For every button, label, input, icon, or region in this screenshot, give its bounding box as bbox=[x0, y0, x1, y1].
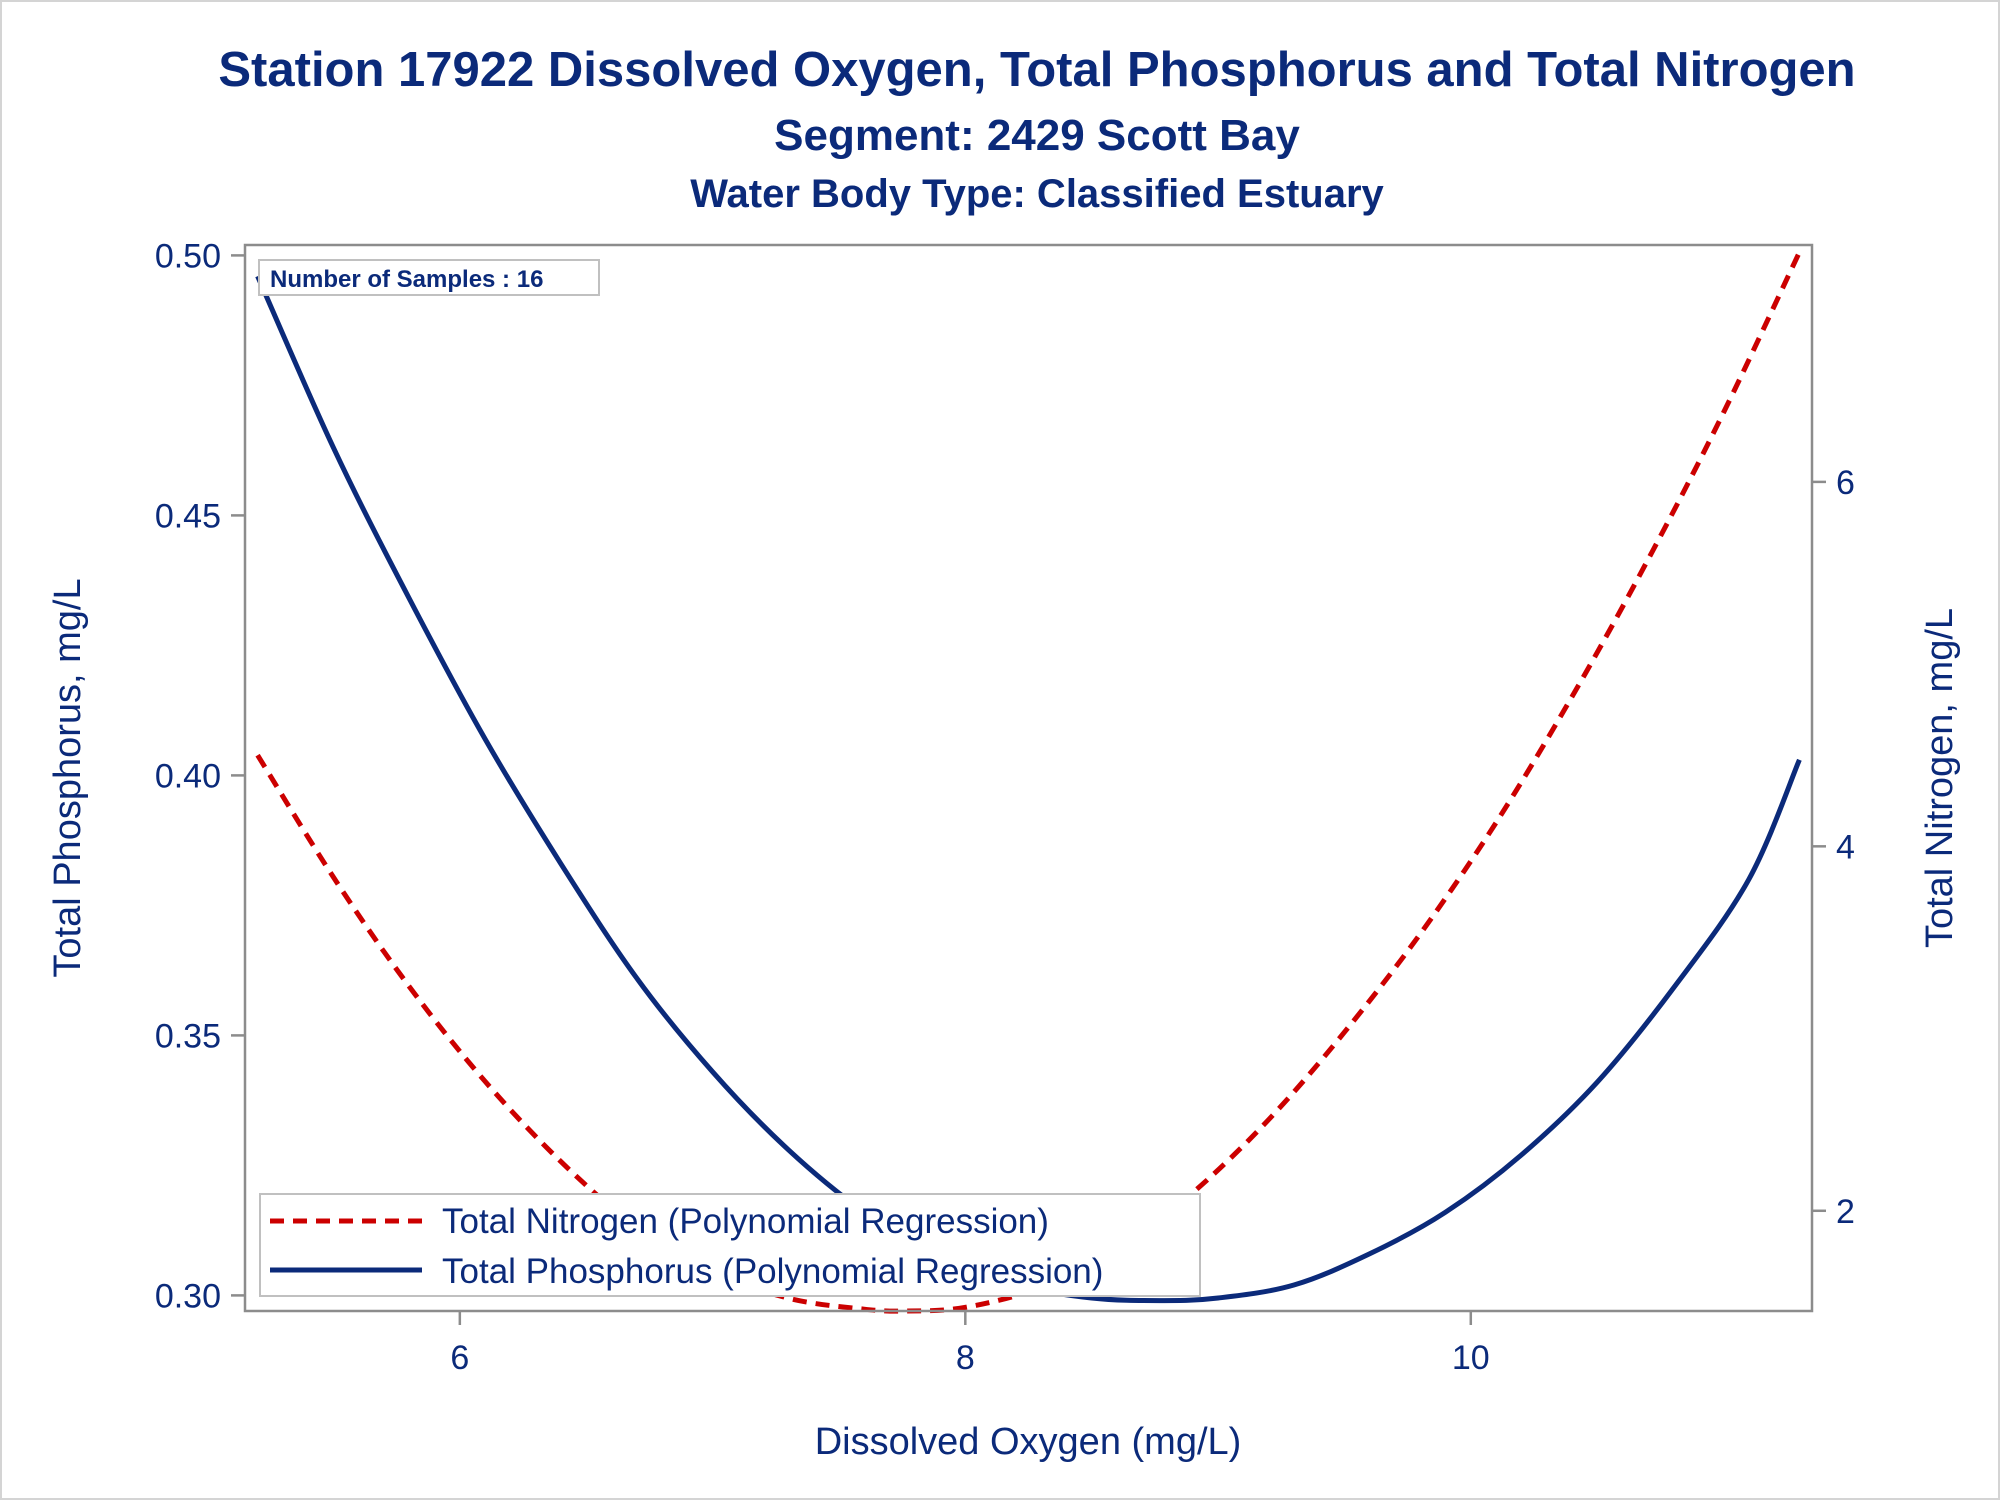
series-line-total-phosphorus bbox=[255, 275, 1802, 1304]
legend: Total Nitrogen (Polynomial Regression) T… bbox=[259, 1193, 1201, 1297]
plot-area-border bbox=[243, 243, 1814, 1313]
y-axis-right-label: Total Nitrogen, mg/L bbox=[1919, 608, 1961, 948]
legend-label-nitrogen: Total Nitrogen (Polynomial Regression) bbox=[442, 1202, 1049, 1241]
y-left-tick-label: 0.35 bbox=[155, 1017, 221, 1055]
y-left-tick-label: 0.50 bbox=[155, 237, 221, 275]
series-line-total-nitrogen bbox=[255, 251, 1802, 1314]
y-axis-left-label: Total Phosphorus, mg/L bbox=[47, 578, 89, 977]
annotation-frame bbox=[258, 259, 600, 296]
chart-subtitle: Segment: 2429 Scott Bay bbox=[774, 111, 1300, 160]
chart-title: Station 17922 Dissolved Oxygen, Total Ph… bbox=[218, 43, 1855, 97]
y-left-tick-label: 0.45 bbox=[155, 497, 221, 535]
legend-frame bbox=[259, 1193, 1201, 1297]
chart-subtitle-2: Water Body Type: Classified Estuary bbox=[690, 172, 1384, 216]
ticks-layer: 6 8 10 0.30 0.35 0.40 0.45 0.50 2 4 6 bbox=[155, 237, 1855, 1377]
y-left-tick-label: 0.40 bbox=[155, 757, 221, 795]
x-tick-label: 6 bbox=[450, 1339, 469, 1377]
legend-label-phosphorus: Total Phosphorus (Polynomial Regression) bbox=[442, 1252, 1103, 1291]
x-tick-label: 8 bbox=[956, 1339, 975, 1377]
annotation-text: Number of Samples : 16 bbox=[270, 266, 543, 293]
y-right-tick-label: 2 bbox=[1836, 1193, 1855, 1231]
x-tick-label: 10 bbox=[1452, 1339, 1490, 1377]
series-layer bbox=[255, 251, 1802, 1314]
x-axis-label: Dissolved Oxygen (mg/L) bbox=[815, 1421, 1242, 1463]
y-left-tick-label: 0.30 bbox=[155, 1277, 221, 1315]
y-right-tick-label: 6 bbox=[1836, 464, 1855, 502]
y-right-tick-label: 4 bbox=[1836, 828, 1855, 866]
sample-count-annotation: Number of Samples : 16 bbox=[258, 259, 600, 296]
